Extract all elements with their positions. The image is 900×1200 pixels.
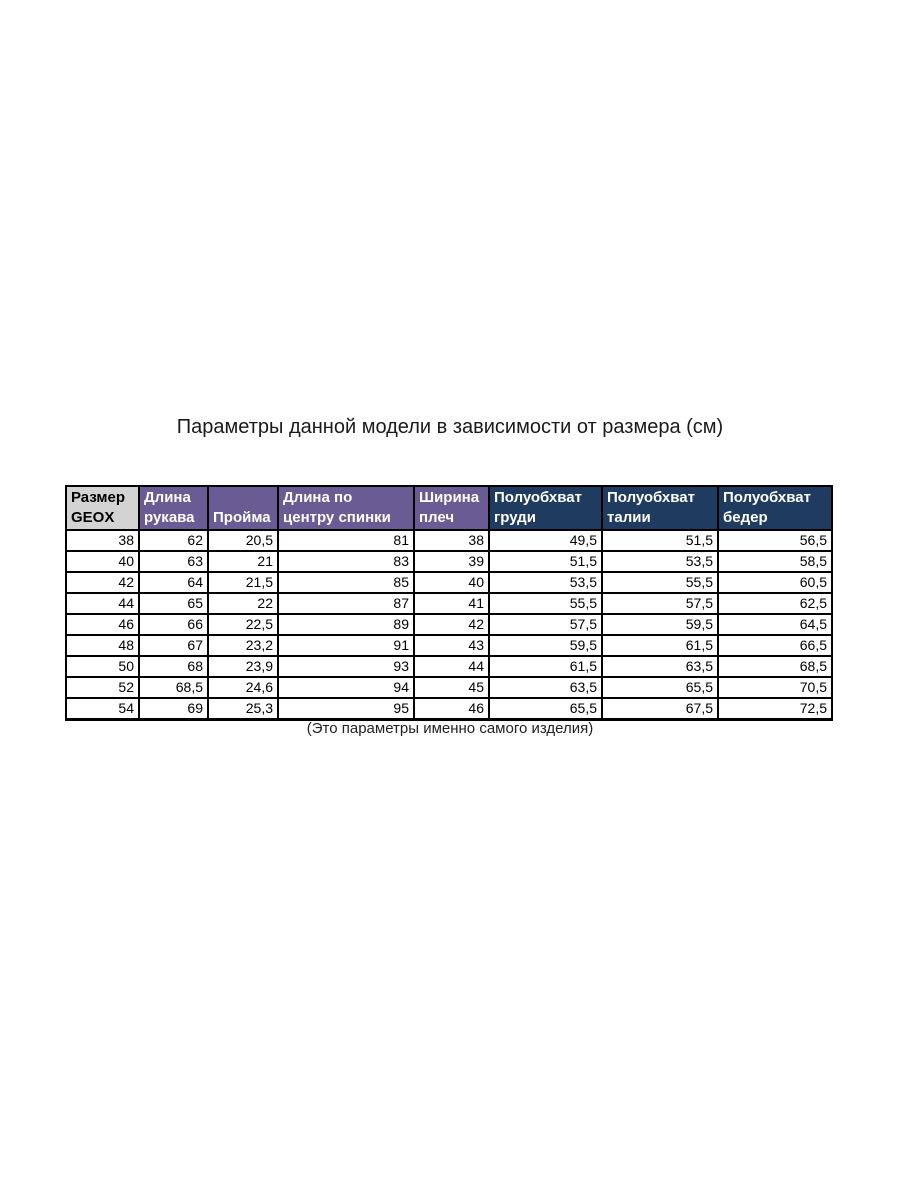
cell-size_geox: 38 <box>65 529 140 552</box>
cell-half_hip: 72,5 <box>717 697 833 721</box>
column-header-back_center_length: Длина по центру спинки <box>277 485 415 531</box>
cell-sleeve_length: 66 <box>138 613 209 636</box>
cell-sleeve_length: 67 <box>138 634 209 657</box>
size-table: Размер GEOX Длина рукава Пройма Длина по центр… <box>65 485 833 721</box>
cell-size_geox: 46 <box>65 613 140 636</box>
cell-sleeve_length: 68,5 <box>138 676 209 699</box>
table-row: 48 67 23,2 91 43 59,5 61,5 66,5 <box>65 634 833 657</box>
cell-half_waist: 55,5 <box>601 571 719 594</box>
column-header-half_waist: Полуобхват талии <box>601 485 719 531</box>
table-row: 46 66 22,5 89 42 57,5 59,5 64,5 <box>65 613 833 636</box>
cell-half_waist: 67,5 <box>601 697 719 721</box>
footnote: (Это параметры именно самого изделия) <box>306 720 594 737</box>
cell-half_waist: 63,5 <box>601 655 719 678</box>
cell-shoulder_width: 43 <box>413 634 490 657</box>
table-row: 40 63 21 83 39 51,5 53,5 58,5 <box>65 550 833 573</box>
cell-size_geox: 54 <box>65 697 140 721</box>
cell-half_waist: 61,5 <box>601 634 719 657</box>
cell-armhole: 25,3 <box>207 697 279 721</box>
cell-size_geox: 44 <box>65 592 140 615</box>
cell-back_center_length: 95 <box>277 697 415 721</box>
cell-sleeve_length: 65 <box>138 592 209 615</box>
cell-half_hip: 68,5 <box>717 655 833 678</box>
table-row: 38 62 20,5 81 38 49,5 51,5 56,5 <box>65 529 833 552</box>
cell-sleeve_length: 64 <box>138 571 209 594</box>
cell-half_hip: 66,5 <box>717 634 833 657</box>
cell-armhole: 20,5 <box>207 529 279 552</box>
table-row: 42 64 21,5 85 40 53,5 55,5 60,5 <box>65 571 833 594</box>
cell-half_waist: 65,5 <box>601 676 719 699</box>
cell-back_center_length: 85 <box>277 571 415 594</box>
cell-shoulder_width: 44 <box>413 655 490 678</box>
size-table-header-row: Размер GEOX Длина рукава Пройма Длина по центр… <box>65 485 833 531</box>
size-table-body: 38 62 20,5 81 38 49,5 51,5 56,5 40 63 21 83 39 51,5 53… <box>65 529 833 721</box>
cell-armhole: 22 <box>207 592 279 615</box>
cell-back_center_length: 81 <box>277 529 415 552</box>
cell-half_hip: 70,5 <box>717 676 833 699</box>
column-header-shoulder_width: Ширина плеч <box>413 485 490 531</box>
cell-armhole: 22,5 <box>207 613 279 636</box>
cell-half_waist: 51,5 <box>601 529 719 552</box>
cell-half_chest: 51,5 <box>488 550 603 573</box>
cell-half_chest: 53,5 <box>488 571 603 594</box>
cell-armhole: 21,5 <box>207 571 279 594</box>
cell-half_chest: 55,5 <box>488 592 603 615</box>
column-header-half_hip: Полуобхват бедер <box>717 485 833 531</box>
cell-half_hip: 58,5 <box>717 550 833 573</box>
cell-armhole: 21 <box>207 550 279 573</box>
cell-back_center_length: 94 <box>277 676 415 699</box>
cell-shoulder_width: 40 <box>413 571 490 594</box>
page-title: Параметры данной модели в зависимости от… <box>176 416 724 438</box>
cell-armhole: 23,9 <box>207 655 279 678</box>
cell-half_chest: 65,5 <box>488 697 603 721</box>
cell-half_waist: 59,5 <box>601 613 719 636</box>
column-header-half_chest: Полуобхват груди <box>488 485 603 531</box>
table-row: 44 65 22 87 41 55,5 57,5 62,5 <box>65 592 833 615</box>
cell-half_hip: 56,5 <box>717 529 833 552</box>
cell-size_geox: 42 <box>65 571 140 594</box>
cell-back_center_length: 91 <box>277 634 415 657</box>
cell-size_geox: 50 <box>65 655 140 678</box>
cell-shoulder_width: 46 <box>413 697 490 721</box>
cell-shoulder_width: 41 <box>413 592 490 615</box>
cell-half_chest: 57,5 <box>488 613 603 636</box>
cell-back_center_length: 83 <box>277 550 415 573</box>
column-header-size_geox: Размер GEOX <box>65 485 140 531</box>
cell-half_hip: 62,5 <box>717 592 833 615</box>
cell-back_center_length: 93 <box>277 655 415 678</box>
column-header-sleeve_length: Длина рукава <box>138 485 209 531</box>
table-row: 50 68 23,9 93 44 61,5 63,5 68,5 <box>65 655 833 678</box>
cell-back_center_length: 87 <box>277 592 415 615</box>
cell-sleeve_length: 69 <box>138 697 209 721</box>
cell-size_geox: 40 <box>65 550 140 573</box>
cell-half_chest: 49,5 <box>488 529 603 552</box>
cell-half_waist: 57,5 <box>601 592 719 615</box>
cell-sleeve_length: 62 <box>138 529 209 552</box>
cell-armhole: 23,2 <box>207 634 279 657</box>
cell-back_center_length: 89 <box>277 613 415 636</box>
cell-half_chest: 61,5 <box>488 655 603 678</box>
cell-half_hip: 60,5 <box>717 571 833 594</box>
cell-half_hip: 64,5 <box>717 613 833 636</box>
table-row: 54 69 25,3 95 46 65,5 67,5 72,5 <box>65 697 833 721</box>
cell-shoulder_width: 42 <box>413 613 490 636</box>
cell-size_geox: 48 <box>65 634 140 657</box>
cell-shoulder_width: 38 <box>413 529 490 552</box>
table-row: 52 68,5 24,6 94 45 63,5 65,5 70,5 <box>65 676 833 699</box>
cell-size_geox: 52 <box>65 676 140 699</box>
cell-shoulder_width: 39 <box>413 550 490 573</box>
cell-shoulder_width: 45 <box>413 676 490 699</box>
cell-sleeve_length: 63 <box>138 550 209 573</box>
column-header-armhole: Пройма <box>207 485 279 531</box>
cell-sleeve_length: 68 <box>138 655 209 678</box>
cell-armhole: 24,6 <box>207 676 279 699</box>
cell-half_waist: 53,5 <box>601 550 719 573</box>
cell-half_chest: 59,5 <box>488 634 603 657</box>
cell-half_chest: 63,5 <box>488 676 603 699</box>
